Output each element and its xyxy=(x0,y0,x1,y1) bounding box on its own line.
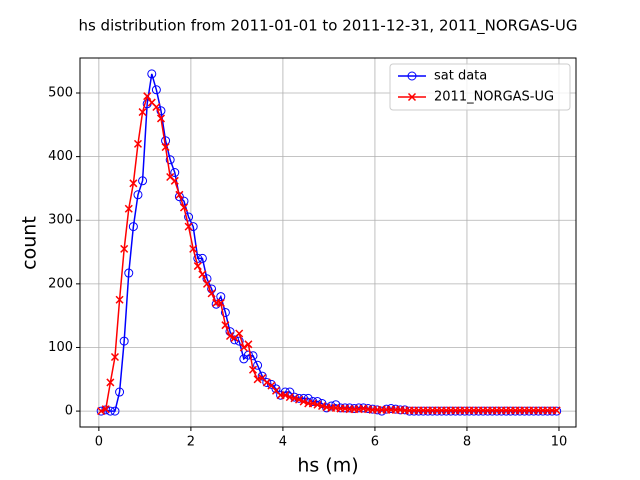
marker xyxy=(202,279,212,288)
marker xyxy=(179,203,189,212)
marker xyxy=(253,375,262,384)
marker xyxy=(317,401,327,411)
plot-frame xyxy=(79,57,577,428)
marker xyxy=(170,176,179,185)
x-tick-label: 8 xyxy=(463,435,471,450)
marker xyxy=(156,106,166,116)
legend-label: 2011_NORGAS-UG xyxy=(434,90,554,105)
x-axis-label: hs (m) xyxy=(297,455,358,477)
marker xyxy=(115,387,125,397)
y-axis-label: count xyxy=(19,216,41,270)
marker xyxy=(262,378,271,387)
marker xyxy=(175,190,184,199)
marker xyxy=(281,391,290,400)
marker xyxy=(290,394,299,403)
marker xyxy=(262,377,272,387)
marker xyxy=(407,71,417,81)
marker xyxy=(97,407,106,416)
marker xyxy=(161,143,170,152)
marker xyxy=(198,270,207,279)
marker xyxy=(189,244,198,253)
marker xyxy=(129,179,138,188)
marker xyxy=(299,397,308,406)
x-tick-label: 4 xyxy=(279,435,287,450)
marker xyxy=(179,196,189,206)
marker xyxy=(294,395,304,404)
marker xyxy=(243,350,253,360)
marker xyxy=(244,340,253,349)
marker xyxy=(257,371,267,381)
marker xyxy=(221,321,230,330)
marker xyxy=(152,102,161,112)
marker xyxy=(151,85,161,95)
y-tick-label: 300 xyxy=(48,213,73,228)
marker xyxy=(115,295,124,304)
marker xyxy=(216,292,226,302)
marker xyxy=(220,307,230,317)
x-tick-label: 0 xyxy=(95,435,103,450)
marker xyxy=(101,405,110,414)
marker xyxy=(285,393,294,402)
marker xyxy=(143,92,152,101)
marker xyxy=(156,114,166,123)
marker xyxy=(170,168,180,178)
marker xyxy=(248,351,258,361)
marker xyxy=(552,406,561,415)
series-line xyxy=(100,73,557,412)
marker xyxy=(128,222,138,232)
marker xyxy=(138,108,147,117)
marker xyxy=(184,222,193,231)
marker xyxy=(234,336,244,346)
y-tick-label: 400 xyxy=(48,149,73,164)
marker xyxy=(271,384,281,394)
marker xyxy=(119,336,129,346)
marker xyxy=(308,399,317,408)
marker xyxy=(239,343,248,352)
marker xyxy=(184,212,194,222)
y-tick-label: 500 xyxy=(48,85,73,100)
marker xyxy=(124,268,134,278)
marker xyxy=(308,397,318,407)
marker xyxy=(133,139,143,148)
marker xyxy=(313,400,322,409)
y-tick-label: 0 xyxy=(65,404,73,419)
marker xyxy=(407,92,417,102)
marker xyxy=(138,176,148,186)
y-tick-label: 100 xyxy=(48,340,73,355)
legend: sat data 2011_NORGAS-UG xyxy=(389,63,571,111)
marker xyxy=(110,406,120,416)
marker xyxy=(105,406,115,416)
marker xyxy=(197,253,207,263)
legend-box xyxy=(389,63,571,111)
chart-title: hs distribution from 2011-01-01 to 2011-… xyxy=(78,17,577,36)
marker xyxy=(303,393,313,403)
marker xyxy=(248,365,258,374)
marker xyxy=(216,298,225,307)
marker xyxy=(96,406,106,416)
series-line xyxy=(100,94,557,412)
marker xyxy=(120,244,129,253)
x-tick-label: 6 xyxy=(371,435,379,450)
marker xyxy=(165,155,175,165)
y-tick-label: 200 xyxy=(48,276,73,291)
marker xyxy=(193,253,203,263)
marker xyxy=(106,378,115,387)
marker xyxy=(193,262,202,271)
marker xyxy=(253,360,263,370)
marker xyxy=(110,352,119,362)
marker xyxy=(124,204,133,213)
marker xyxy=(285,387,295,397)
marker xyxy=(147,69,157,79)
x-tick-label: 10 xyxy=(551,435,568,450)
marker xyxy=(225,331,235,341)
marker xyxy=(235,329,244,338)
marker xyxy=(230,335,240,345)
x-tick-label: 2 xyxy=(187,435,195,450)
legend-label: sat data xyxy=(434,69,487,84)
marker xyxy=(207,289,216,298)
marker xyxy=(133,190,143,200)
